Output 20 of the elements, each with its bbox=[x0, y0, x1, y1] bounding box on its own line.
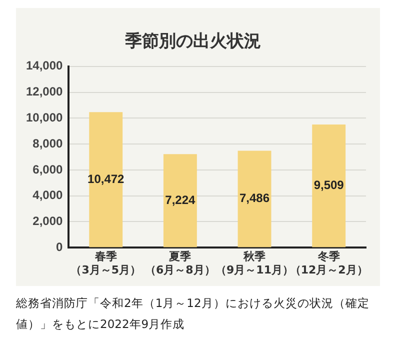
x-tick-label: 夏季（6月～8月） bbox=[145, 250, 216, 276]
bar bbox=[89, 112, 123, 248]
bar bbox=[312, 124, 346, 248]
y-tick-label: 10,000 bbox=[26, 110, 64, 124]
y-tick-label: 2,000 bbox=[32, 214, 64, 228]
bar bbox=[163, 154, 197, 248]
x-tick-label: 春季（3月～5月） bbox=[70, 250, 142, 276]
data-label: 10,472 bbox=[88, 172, 125, 186]
data-label: 7,486 bbox=[240, 191, 270, 206]
text: 総務省消防庁「令和2年（1月～12月）における火災の状況（確定値）」をもとに2022年9月作成 bbox=[16, 295, 370, 333]
y-tick-label: 0 bbox=[56, 240, 64, 254]
y-tick-label: 6,000 bbox=[32, 162, 64, 176]
y-tick-label: 14,000 bbox=[26, 58, 64, 73]
data-label: 7,224 bbox=[165, 192, 196, 207]
chart-title: 季節別の出火状況 bbox=[124, 32, 261, 52]
y-tick-label: 12,000 bbox=[26, 84, 64, 99]
y-tick-label: 4,000 bbox=[32, 188, 64, 202]
bar bbox=[238, 150, 272, 248]
y-tick-label: 8,000 bbox=[32, 136, 64, 150]
data-label: 9,509 bbox=[314, 178, 344, 192]
